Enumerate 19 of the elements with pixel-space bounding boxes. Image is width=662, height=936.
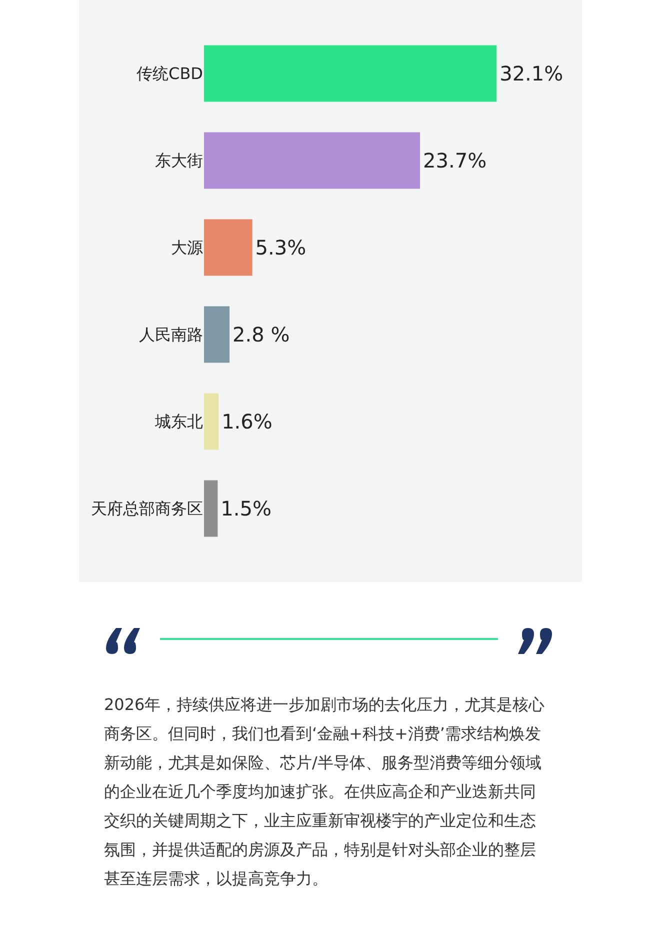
y-tick-label: 城东北 xyxy=(154,412,203,432)
bar xyxy=(204,393,219,450)
data-label: 23.7% xyxy=(423,148,487,173)
data-label: 1.5% xyxy=(220,496,272,521)
bar xyxy=(204,132,420,189)
y-tick-label: 东大街 xyxy=(155,151,203,170)
data-label: 2.8 % xyxy=(232,322,290,347)
data-label: 1.6% xyxy=(222,410,272,434)
bar xyxy=(204,480,218,537)
text: 2026年，持续供应将进一步加剧市场的去化压力，尤其是核心商务区。但同时，我们也看到‘金融+科技+消费’需求结构焕发新动能，尤其是如保险、芯片/半导体、服务型消费等细分领域的企业在近几个季度均加速扩张。在供应高企和产业迭新共同交织的关键周期之下，业主应重新审视楼宇的产业定位和生态氛围，并提供适配的房源及产品，特别是针对头部企业的整层甚至连层需求，以提高竞争力。 xyxy=(104,694,546,890)
data-label: 5.3% xyxy=(255,236,306,260)
bar xyxy=(204,45,497,102)
bar xyxy=(204,219,252,276)
bar xyxy=(204,306,230,363)
y-tick-label: 人民南路 xyxy=(139,325,203,344)
y-tick-label: 天府总部商务区 xyxy=(91,499,203,518)
data-label: 32.1% xyxy=(500,62,564,86)
y-tick-label: 传统CBD xyxy=(136,64,203,84)
y-tick-label: 大源 xyxy=(171,238,203,258)
